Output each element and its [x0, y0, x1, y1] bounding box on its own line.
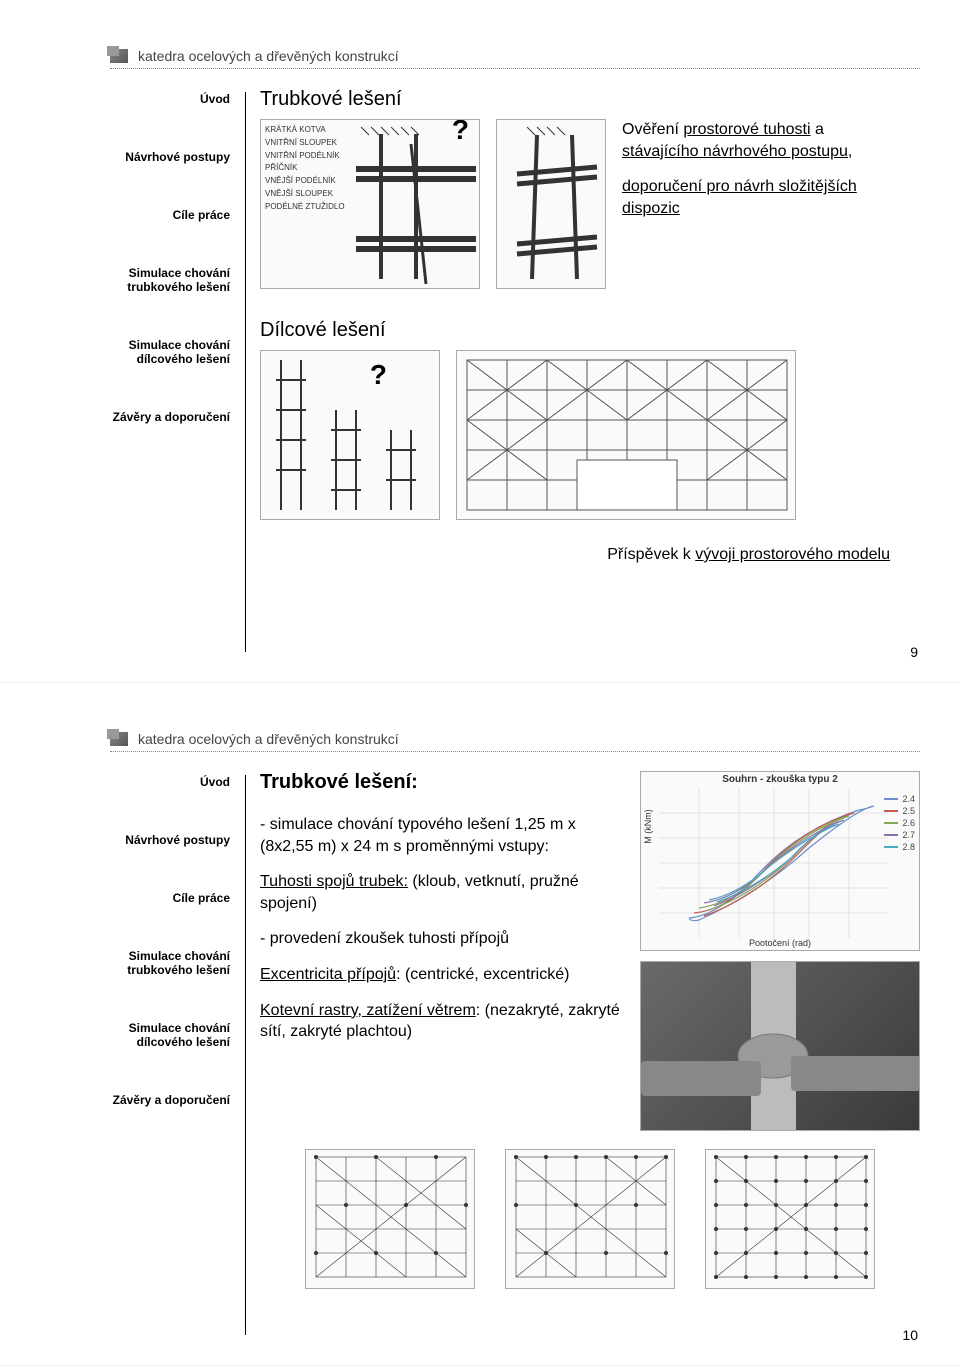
dept-name: katedra ocelových a dřevěných konstrukcí: [138, 48, 399, 64]
raster-svg: [506, 1149, 674, 1289]
sidebar-item: Návrhové postupy: [100, 833, 230, 847]
chart-y-axis-label: M (kNm): [643, 809, 653, 844]
sidebar-item: Návrhové postupy: [100, 150, 230, 164]
slide-header: katedra ocelových a dřevěných konstrukcí: [110, 731, 920, 752]
section-title-tube: Trubkové lešení: [260, 88, 920, 111]
modular-scaffold-row: ?: [260, 350, 920, 520]
outline-sidebar: Úvod Návrhové postupy Cíle práce Simulac…: [100, 775, 230, 1151]
p-anchor: Kotevní rastry, zatížení větrem: (nezakr…: [260, 1000, 620, 1043]
hysteresis-svg: [659, 788, 889, 938]
slide-10: katedra ocelových a dřevěných konstrukcí…: [0, 683, 960, 1366]
sidebar-divider: [245, 775, 246, 1335]
question-mark-icon: ?: [370, 359, 387, 391]
sidebar-item: Úvod: [100, 92, 230, 106]
anchor-raster-1: [305, 1149, 475, 1289]
sidebar-item: Úvod: [100, 775, 230, 789]
dept-logo-icon: [110, 49, 128, 63]
sidebar-item: Cíle práce: [100, 891, 230, 905]
modular-sections-diagram: ?: [260, 350, 440, 520]
outline-sidebar: Úvod Návrhové postupy Cíle práce Simulac…: [100, 92, 230, 468]
slide-header: katedra ocelových a dřevěných konstrukcí: [110, 48, 920, 69]
dept-logo-icon: [110, 732, 128, 746]
footer-contribution-text: Příspěvek k vývoji prostorového modelu: [260, 544, 920, 566]
tube-scaffold-row: KRÁTKÁ KOTVA VNITŘNÍ SLOUPEK VNITŘNÍ POD…: [260, 119, 920, 289]
sidebar-item: Simulace chování dílcového lešení: [100, 338, 230, 366]
modular-facade-diagram: [456, 350, 796, 520]
right-figures-column: Souhrn - zkouška typu 2 M (kNm) Pootočen…: [640, 771, 920, 1131]
page-number: 9: [910, 644, 918, 660]
body-text-block: - simulace chování typového lešení 1,25 …: [260, 814, 620, 1043]
page-number: 10: [902, 1327, 918, 1343]
p-stiffness: Tuhosti spojů trubek: (kloub, vetknutí, …: [260, 871, 620, 914]
tube-scaffold-deformed-diagram: [496, 119, 606, 289]
slide-content: Trubkové lešení: [260, 88, 920, 566]
tube-deformed-svg: [497, 119, 605, 289]
sidebar-item: Závěry a doporučení: [100, 410, 230, 424]
tube-scaffold-text: Ověření prostorové tuhosti a stávajícího…: [622, 119, 882, 233]
hysteresis-chart: Souhrn - zkouška typu 2 M (kNm) Pootočen…: [640, 771, 920, 951]
sidebar-item: Závěry a doporučení: [100, 1093, 230, 1107]
anchor-raster-2: [505, 1149, 675, 1289]
p-tests: - provedení zkoušek tuhosti přípojů: [260, 928, 620, 950]
anchor-rasters-row: [260, 1149, 920, 1289]
modular-sections-svg: [261, 350, 439, 520]
sidebar-item: Simulace chování trubkového lešení: [100, 266, 230, 294]
raster-svg: [706, 1149, 874, 1289]
slide-9: katedra ocelových a dřevěných konstrukcí…: [0, 0, 960, 683]
tube-scaffold-labeled-diagram: KRÁTKÁ KOTVA VNITŘNÍ SLOUPEK VNITŘNÍ POD…: [260, 119, 480, 289]
chart-legend: 2.4 2.5 2.6 2.7 2.8: [884, 792, 915, 854]
sidebar-item: Simulace chování dílcového lešení: [100, 1021, 230, 1049]
diagram-part-labels: KRÁTKÁ KOTVA VNITŘNÍ SLOUPEK VNITŘNÍ POD…: [265, 124, 345, 214]
sidebar-divider: [245, 92, 246, 652]
question-mark-icon: ?: [452, 119, 469, 146]
sidebar-item: Simulace chování trubkového lešení: [100, 949, 230, 977]
section-title-modular: Dílcové lešení: [260, 319, 920, 342]
anchor-raster-3: [705, 1149, 875, 1289]
slide-content: Trubkové lešení: - simulace chování typo…: [260, 771, 920, 1289]
sidebar-item: Cíle práce: [100, 208, 230, 222]
section-title: Trubkové lešení:: [260, 771, 620, 794]
p-eccentricity: Excentricita přípojů: (centrické, excent…: [260, 964, 620, 986]
coupler-test-photo: [640, 961, 920, 1131]
p-sim-desc: - simulace chování typového lešení 1,25 …: [260, 814, 620, 857]
photo-sketch-svg: [641, 961, 919, 1131]
chart-x-axis-label: Pootočení (rad): [641, 938, 919, 948]
modular-facade-svg: [457, 350, 795, 520]
raster-svg: [306, 1149, 474, 1289]
dept-name: katedra ocelových a dřevěných konstrukcí: [138, 731, 399, 747]
chart-title: Souhrn - zkouška typu 2: [641, 774, 919, 785]
